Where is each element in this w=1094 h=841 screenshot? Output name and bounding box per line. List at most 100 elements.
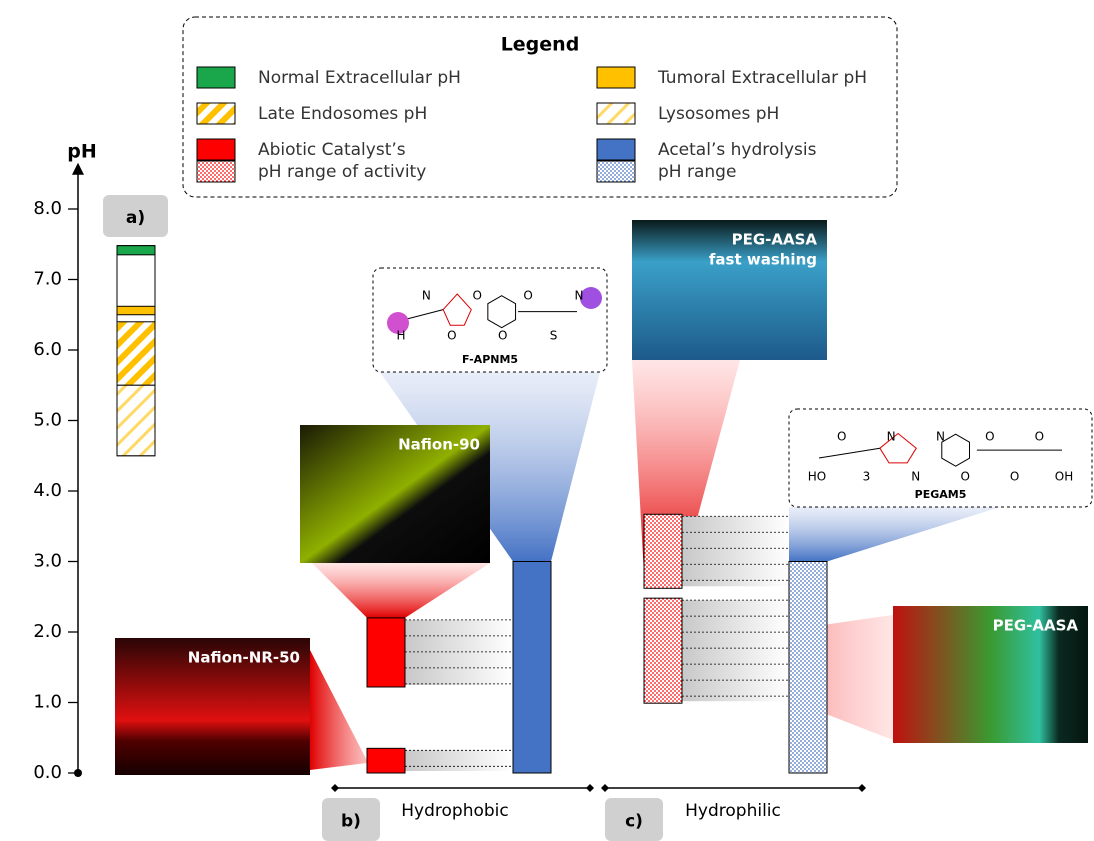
catalyst-range [366,617,406,688]
legend-swatch [196,102,236,125]
micrograph [893,606,1088,743]
atom-label: HO [808,470,826,484]
legend-label: Lysosomes pH [658,104,779,124]
atom-label: O [1035,430,1044,444]
micrograph-label: PEG-AASA [993,617,1079,635]
bond [879,432,917,464]
legend-swatch [596,66,636,89]
atom-label: O [473,289,482,303]
micrograph [115,638,310,775]
atom-label: O [523,289,532,303]
legend-swatch [596,102,636,125]
micrograph-label: fast washing [709,251,817,269]
structure-box [788,408,1093,508]
group-label: Hydrophilic [685,801,781,821]
y-tick-label: 6.0 [33,339,62,360]
baseline-end [586,784,594,792]
y-tick-label: 2.0 [33,621,62,642]
structure-box [372,267,608,373]
overlap-band [682,516,789,587]
structure: H N O O O O S N [387,287,602,343]
micrograph [632,220,827,360]
micrograph [300,425,490,563]
atom-label: O [498,329,507,343]
legend-swatch [596,138,636,161]
spotlight [312,563,490,618]
legend-label: pH range [658,162,736,182]
y-tick-label: 7.0 [33,269,62,290]
overlap-band [405,619,513,685]
bead [580,287,602,309]
legend-swatch [596,160,636,183]
baseline-end [601,784,609,792]
legend-label: Late Endosomes pH [258,104,427,124]
y-tick-label: 0.0 [33,762,62,783]
atom-label: O [837,430,846,444]
acetal-range [512,561,552,774]
legend-label: pH range of activity [258,162,426,182]
overlap-band [682,600,789,702]
atom-label: OH [1055,470,1073,484]
panel-tag-box [103,195,168,237]
y-tick-label: 8.0 [33,198,62,219]
acetal-range [788,561,828,774]
atom-label: O [985,430,994,444]
legend-title: Legend [501,34,580,56]
legend-label: Abiotic Catalyst’s [258,140,406,160]
spotlight [310,650,386,770]
y-tick-label: 3.0 [33,551,62,572]
panel-tag: c) [625,812,643,832]
atom-label: S [550,329,558,343]
baseline-end [858,784,866,792]
atom-label: N [887,430,896,444]
y-tick-label: 5.0 [33,410,62,431]
atom-label: N [911,470,920,484]
legend-label: Normal Extracellular pH [258,68,461,88]
panel-tag: a) [126,208,145,228]
catalyst-range [366,747,406,774]
ph-range [116,321,156,386]
bond [402,309,444,321]
bead [387,312,409,334]
micrograph-label: PEG-AASA [732,231,818,249]
atom-label: O [960,470,969,484]
axis-label: pH [67,141,97,163]
y-tick-label: 4.0 [33,480,62,501]
ph-range [116,245,156,256]
ph-range [116,384,156,457]
overlap-band [405,750,513,771]
micrograph-label: Nafion-NR-50 [188,649,300,667]
compound-name: F-APNM5 [462,353,518,366]
legend-swatch [196,138,236,161]
spotlight [789,507,1000,562]
compound-name: PEGAM5 [915,488,967,501]
baseline-end [331,784,339,792]
atom-label: N [575,289,584,303]
y-tick-label: 1.0 [33,692,62,713]
bond [487,295,517,329]
atom-label: 3 [863,470,871,484]
legend-label: Tumoral Extracellular pH [657,68,867,88]
micrograph-label: Nafion-90 [398,436,480,454]
axis-arrow [72,162,84,175]
panel-tag-box [605,798,663,841]
bond [818,447,880,459]
catalyst-range [643,597,683,704]
atom-label: O [1010,470,1019,484]
bond [442,293,472,326]
atom-label: N [422,289,431,303]
atom-label: O [447,329,456,343]
atom-label: H [396,329,405,343]
legend-label: Acetal’s hydrolysis [658,140,817,160]
ph-range [116,305,156,316]
atom-label: N [936,430,945,444]
structure: HO O 3 N N N O O O O OH [808,430,1073,484]
panel-tag-box [322,798,380,841]
legend-swatch [196,160,236,183]
legend-swatch [196,66,236,89]
catalyst-range [643,513,683,589]
legend-box [182,16,898,198]
bond [941,433,971,467]
panel-tag: b) [341,812,361,832]
